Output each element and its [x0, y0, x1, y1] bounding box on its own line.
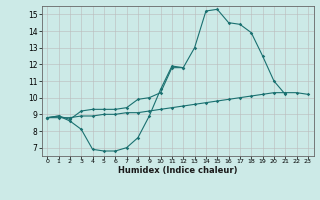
X-axis label: Humidex (Indice chaleur): Humidex (Indice chaleur): [118, 166, 237, 175]
